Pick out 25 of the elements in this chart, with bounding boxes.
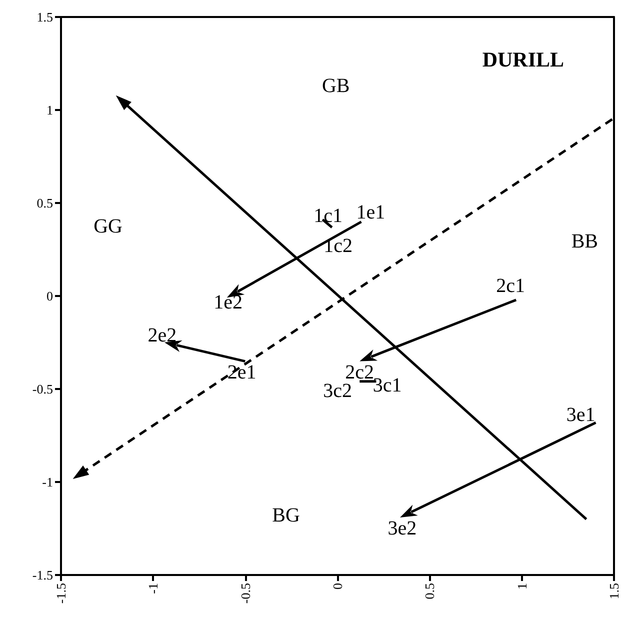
annotation: 3e2 — [388, 518, 417, 540]
annotation: BG — [272, 504, 300, 526]
annotation: 1e2 — [214, 292, 242, 314]
y-tick-label: -1 — [42, 474, 53, 490]
x-tick-label: -1 — [146, 583, 161, 594]
annotation: 3c1 — [372, 374, 402, 396]
y-tick-label: -0.5 — [32, 382, 53, 396]
annotation: 1e1 — [356, 201, 386, 224]
x-tick-label: 0 — [330, 583, 345, 590]
y-tick-label: 1 — [46, 102, 53, 118]
x-tick-label: 0.5 — [422, 583, 438, 600]
x-tick-label: 1 — [514, 583, 530, 590]
x-tick-label: -0.5 — [238, 583, 253, 604]
annotation: 3e1 — [566, 404, 596, 426]
y-tick-label: 1.5 — [36, 10, 53, 24]
text: DURILL — [482, 48, 564, 72]
x-tick-label: 1.5 — [606, 583, 622, 600]
annotation: 2e2 — [148, 324, 177, 347]
annotation: 1c1 — [314, 205, 343, 228]
annotation: BB — [571, 230, 598, 252]
annotation: GG — [94, 215, 122, 238]
y-tick-label: 0.5 — [36, 196, 53, 210]
annotation: GB — [322, 75, 350, 98]
annotation: 2c1 — [496, 274, 526, 297]
y-tick-label: 0 — [46, 288, 53, 304]
